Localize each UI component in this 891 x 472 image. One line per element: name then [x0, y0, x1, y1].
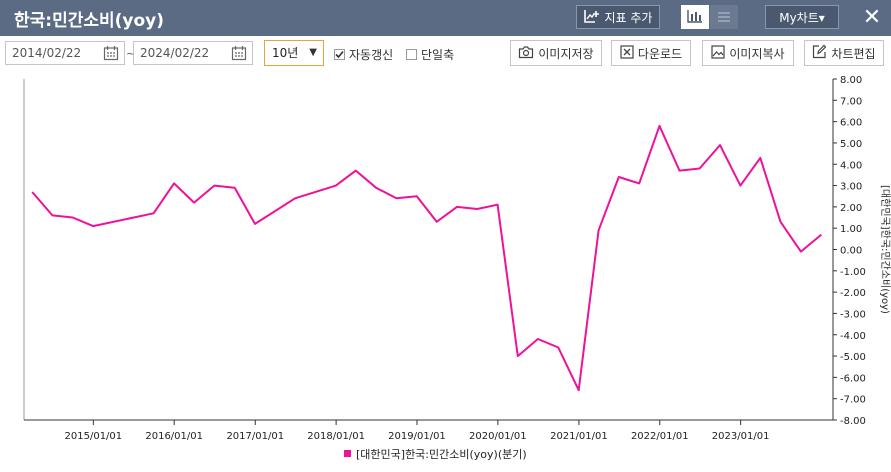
- single-axis-toggle[interactable]: 단일축: [406, 46, 454, 63]
- period-select[interactable]: 10년 ▼: [264, 40, 324, 66]
- add-indicator-label: 지표 추가: [604, 10, 653, 25]
- y-tick-label: 6.00: [840, 118, 862, 129]
- add-indicator-button[interactable]: 지표 추가: [576, 5, 660, 29]
- y-tick-label: 8.00: [840, 75, 862, 86]
- close-icon: ✕: [862, 4, 882, 30]
- close-button[interactable]: ✕: [859, 2, 885, 32]
- start-date-value: 2014/02/22: [12, 46, 82, 60]
- save-image-button[interactable]: 이미지저장: [510, 40, 602, 66]
- bar-chart-icon: [687, 8, 703, 27]
- download-label: 다운로드: [637, 46, 683, 61]
- auto-refresh-checkbox[interactable]: [334, 49, 345, 60]
- my-chart-label: My차트▾: [779, 10, 825, 25]
- add-chart-icon: [583, 9, 600, 26]
- table-icon: [717, 8, 731, 27]
- camera-icon: [518, 45, 534, 62]
- x-tick-label: 2023/01/01: [712, 431, 770, 442]
- image-icon: [711, 44, 725, 62]
- title-bar: 한국:민간소비(yoy) 지표 추가: [0, 0, 891, 36]
- x-tick-label: 2022/01/01: [631, 431, 689, 442]
- edit-chart-button[interactable]: 차트편집: [804, 40, 884, 66]
- end-date-input[interactable]: 2024/02/22: [133, 41, 253, 65]
- y-tick-label: 3.00: [840, 182, 862, 193]
- chart-toolbar: 2014/02/22 ~ 2024/02/22 10년 ▼ 자동갱신: [0, 36, 891, 74]
- copy-image-button[interactable]: 이미지복사: [702, 40, 794, 66]
- dropdown-arrow-icon: ▼: [309, 47, 317, 58]
- calendar-icon[interactable]: [231, 45, 247, 61]
- period-value: 10년: [272, 46, 299, 60]
- y-tick-label: -8.00: [840, 416, 866, 427]
- copy-image-label: 이미지복사: [729, 46, 785, 61]
- y-tick-label: 5.00: [840, 139, 862, 150]
- single-axis-label: 단일축: [421, 48, 455, 62]
- y-axis-title: [대한민국]한국:민간소비(yoy): [879, 185, 891, 314]
- line-chart: 8.00 7.00 6.00 5.00 4.00 3.00 2.00 1.00 0.00 -1.0…: [23, 75, 891, 461]
- download-button[interactable]: 다운로드: [611, 40, 691, 66]
- y-tick-label: 2.00: [840, 203, 862, 214]
- y-tick-label: -3.00: [840, 309, 866, 320]
- single-axis-checkbox[interactable]: [406, 49, 417, 60]
- y-tick-label: -5.00: [840, 352, 866, 363]
- y-tick-label: -6.00: [840, 373, 866, 384]
- y-tick-label: -7.00: [840, 395, 866, 406]
- x-tick-label: 2019/01/01: [388, 431, 446, 442]
- series-line: [31, 124, 822, 392]
- y-tick-label: -4.00: [840, 331, 866, 342]
- date-range-separator: ~: [126, 47, 136, 60]
- y-tick-label: 1.00: [840, 224, 862, 235]
- x-tick-label: 2021/01/01: [550, 431, 608, 442]
- x-tick-label: 2015/01/01: [65, 431, 123, 442]
- y-tick-label: 0.00: [840, 246, 862, 257]
- end-date-value: 2024/02/22: [140, 46, 210, 60]
- y-tick-label: -2.00: [840, 288, 866, 299]
- excel-icon: [620, 44, 634, 62]
- calendar-icon[interactable]: [103, 45, 119, 61]
- y-tick-label: 7.00: [840, 96, 862, 107]
- auto-refresh-toggle[interactable]: 자동갱신: [334, 46, 393, 63]
- legend-swatch: [344, 450, 351, 457]
- start-date-input[interactable]: 2014/02/22: [5, 41, 125, 65]
- table-view-button[interactable]: [710, 5, 738, 29]
- y-tick-label: -1.00: [840, 267, 866, 278]
- x-tick-label: 2018/01/01: [307, 431, 365, 442]
- x-tick-label: 2017/01/01: [226, 431, 284, 442]
- edit-icon: [812, 44, 827, 62]
- legend-label: [대한민국]한국:민간소비(yoy)(분기): [356, 448, 527, 461]
- bar-view-button[interactable]: [681, 5, 709, 29]
- window-title: 한국:민간소비(yoy): [14, 11, 165, 31]
- x-tick-label: 2016/01/01: [145, 431, 203, 442]
- y-tick-label: 4.00: [840, 160, 862, 171]
- my-chart-button[interactable]: My차트▾: [765, 5, 839, 29]
- save-image-label: 이미지저장: [538, 46, 594, 61]
- auto-refresh-label: 자동갱신: [349, 48, 394, 62]
- edit-chart-label: 차트편집: [831, 46, 876, 61]
- x-tick-label: 2020/01/01: [469, 431, 527, 442]
